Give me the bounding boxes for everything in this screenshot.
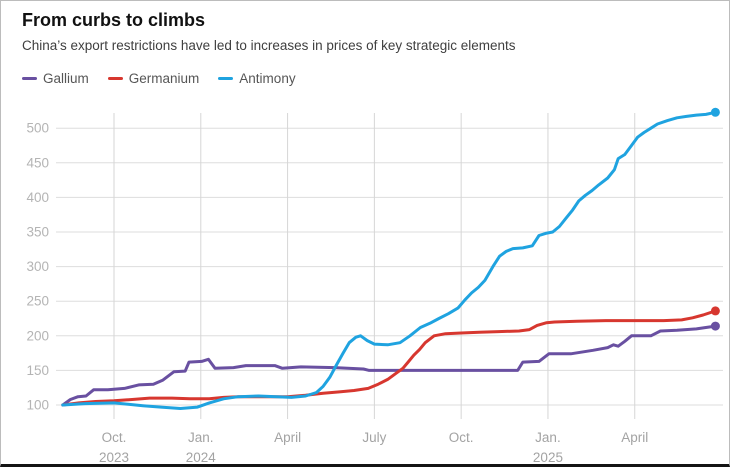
x-axis-tick-label: Jan. [535,430,561,445]
legend-item-antimony: Antimony [218,71,296,86]
x-axis-tick-label: April [274,430,301,445]
legend-item-germanium: Germanium [107,71,200,86]
legend: Gallium Germanium Antimony [22,71,296,86]
gallium-endpoint-dot [710,321,720,331]
y-axis-tick-label: 100 [26,398,49,413]
germanium-swatch-icon [107,77,123,80]
x-axis-tick-label: Oct. [102,430,127,445]
germanium-line [61,309,717,407]
chart-title: From curbs to climbs [22,10,206,30]
x-axis-tick-label: Oct. [449,430,474,445]
y-axis-tick-label: 200 [26,328,49,343]
x-axis-year-label: 2025 [533,450,563,465]
chart-subtitle: China’s export restrictions have led to … [22,38,516,53]
legend-item-gallium: Gallium [22,71,89,86]
y-axis-tick-label: 250 [26,294,49,309]
antimony-line [61,110,717,410]
y-axis-tick-label: 350 [26,225,49,240]
x-axis-tick-label: April [621,430,648,445]
legend-label-antimony: Antimony [239,71,296,86]
x-axis-tick-label: July [362,430,386,445]
x-axis-year-label: 2023 [99,450,129,465]
x-axis-tick-label: Jan. [188,430,214,445]
antimony-endpoint-dot [710,107,720,117]
gallium-line [61,324,717,407]
y-axis-tick-label: 450 [26,155,49,170]
y-axis-tick-label: 150 [26,363,49,378]
y-axis-tick-label: 400 [26,190,49,205]
x-axis-year-label: 2024 [186,450,217,465]
legend-label-germanium: Germanium [128,71,200,86]
germanium-endpoint-dot [710,306,720,316]
y-axis-tick-label: 300 [26,259,49,274]
antimony-swatch-icon [218,77,234,80]
y-axis-tick-label: 500 [26,121,49,136]
gallium-swatch-icon [22,77,37,80]
legend-label-gallium: Gallium [43,71,89,86]
